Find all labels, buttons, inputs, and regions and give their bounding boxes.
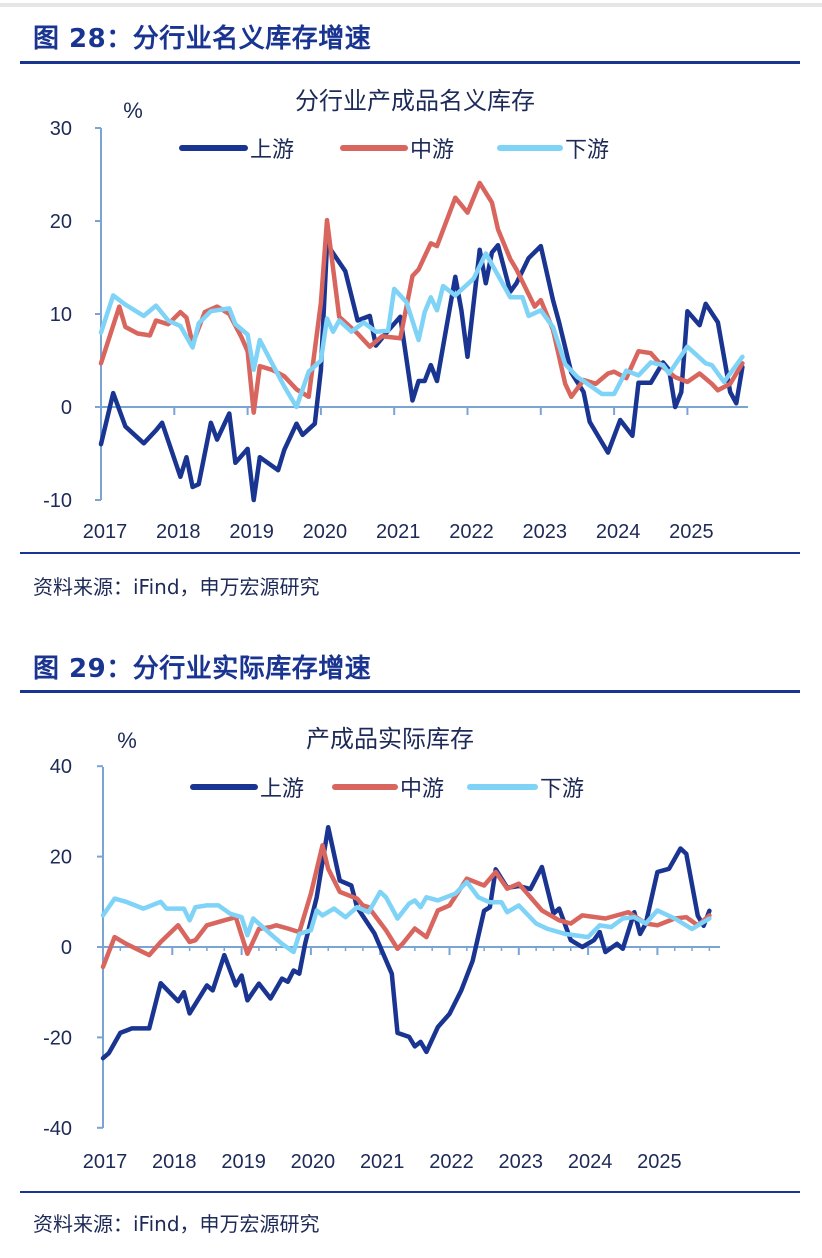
x-tick-label: 2017 [83,521,128,543]
chart-title: 产成品实际库存 [306,726,474,753]
y-tick-label: 0 [61,397,72,419]
figure-28-heading: 图 28：分行业名义库存增速 [33,24,372,54]
series-line-upstream [98,242,745,503]
x-tick-label: 2021 [360,1151,405,1173]
x-tick-label: 2023 [499,1151,544,1173]
y-tick-label: 0 [61,937,72,959]
figure-29-source: 资料来源：iFind，申万宏源研究 [33,1212,320,1236]
series-line-upstream [100,824,712,1061]
x-tick-label: 2024 [568,1151,613,1173]
chart-title: 分行业产成品名义库存 [295,88,535,115]
figure-29-chart: 产成品实际库存% -40 -20 0 20 40 2017 2018 2019 2020 2021 2… [43,726,720,1173]
figure-28-source-rule [20,552,800,554]
legend-label: 中游 [400,776,444,801]
x-tick-label: 2022 [449,521,494,543]
series-line-midstream [100,843,712,970]
figure-29-heading-rule [20,690,800,693]
legend-label: 上游 [250,137,294,162]
x-tick-label: 2024 [596,521,641,543]
legend-label: 上游 [260,776,304,801]
x-tick-label: 2019 [221,1151,266,1173]
y-tick-label: 10 [50,304,72,326]
x-tick-label: 2021 [376,521,421,543]
series-line-downstream [100,879,712,955]
x-tick-label: 2020 [291,1151,336,1173]
y-tick-label: 20 [50,847,72,869]
y-tick-label: -10 [43,490,72,512]
x-tick-label: 2018 [152,1151,197,1173]
y-axis-unit-label: % [117,728,137,753]
x-tick-label: 2023 [523,521,568,543]
y-tick-label: -40 [43,1118,72,1140]
x-tick-label: 2020 [303,521,348,543]
figure-29-heading: 图 29：分行业实际库存增速 [33,654,372,684]
x-tick-label: 2019 [229,521,274,543]
x-tick-label: 2025 [669,521,714,543]
y-tick-label: 30 [50,118,72,140]
series-line-downstream [98,251,745,410]
figure-28-source: 资料来源：iFind，申万宏源研究 [33,575,320,599]
x-tick-label: 2022 [429,1151,474,1173]
figure-28-heading-rule [20,61,800,64]
figure-29-source-rule [20,1191,800,1193]
y-axis-unit-label: % [123,98,143,123]
figure-28-chart: 分行业产成品名义库存% -10 0 10 20 30 2017 2018 2019 2020 202… [43,88,748,543]
x-tick-label: 2025 [637,1151,682,1173]
y-tick-label: 20 [50,211,72,233]
y-tick-label: 40 [50,756,72,778]
legend-label: 下游 [540,776,584,801]
page-top-border [0,3,822,7]
y-tick-label: -20 [43,1027,72,1049]
legend-label: 下游 [565,137,609,162]
legend-label: 中游 [410,137,454,162]
x-tick-label: 2017 [83,1151,128,1173]
x-tick-label: 2018 [156,521,201,543]
